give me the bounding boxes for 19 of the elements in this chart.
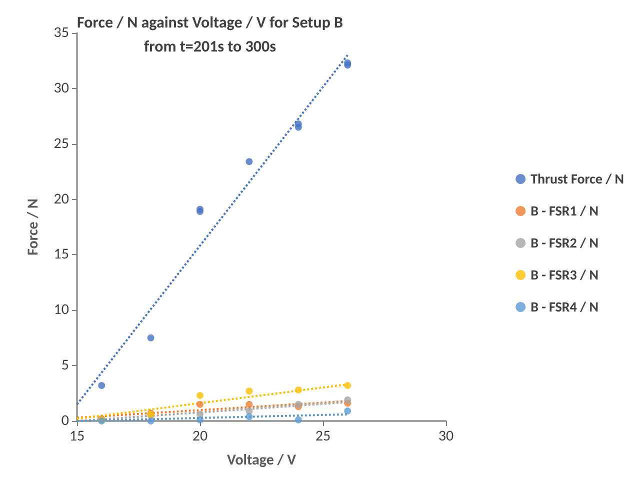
y-tick-label: 10 xyxy=(54,301,70,320)
legend-label: B - FSR1 / N xyxy=(530,202,598,220)
y-tick-label: 30 xyxy=(54,79,70,98)
y-tick-label: 5 xyxy=(61,356,69,375)
x-axis-title: Voltage / V xyxy=(227,452,296,470)
x-tick-label: 20 xyxy=(192,428,208,446)
y-tick-label: 20 xyxy=(54,190,70,208)
y-tick-label: 0 xyxy=(61,412,70,430)
y-tick-label: 25 xyxy=(54,134,69,153)
x-tick-label: 30 xyxy=(438,428,454,446)
legend-label: B - FSR3 / N xyxy=(530,266,598,284)
legend-label: Thrust Force / N xyxy=(530,170,624,188)
legend-label: B - FSR4 / N xyxy=(530,298,598,316)
x-tick-label: 25 xyxy=(315,428,331,446)
legend-label: B - FSR2 / N xyxy=(530,234,598,252)
y-axis-title: Force / N xyxy=(24,198,42,256)
y-tick-label: 15 xyxy=(54,246,69,264)
chart-title: Force / N against Voltage / V for Setup B from t=201s to 300s xyxy=(77,14,344,56)
y-tick-label: 35 xyxy=(54,24,69,42)
